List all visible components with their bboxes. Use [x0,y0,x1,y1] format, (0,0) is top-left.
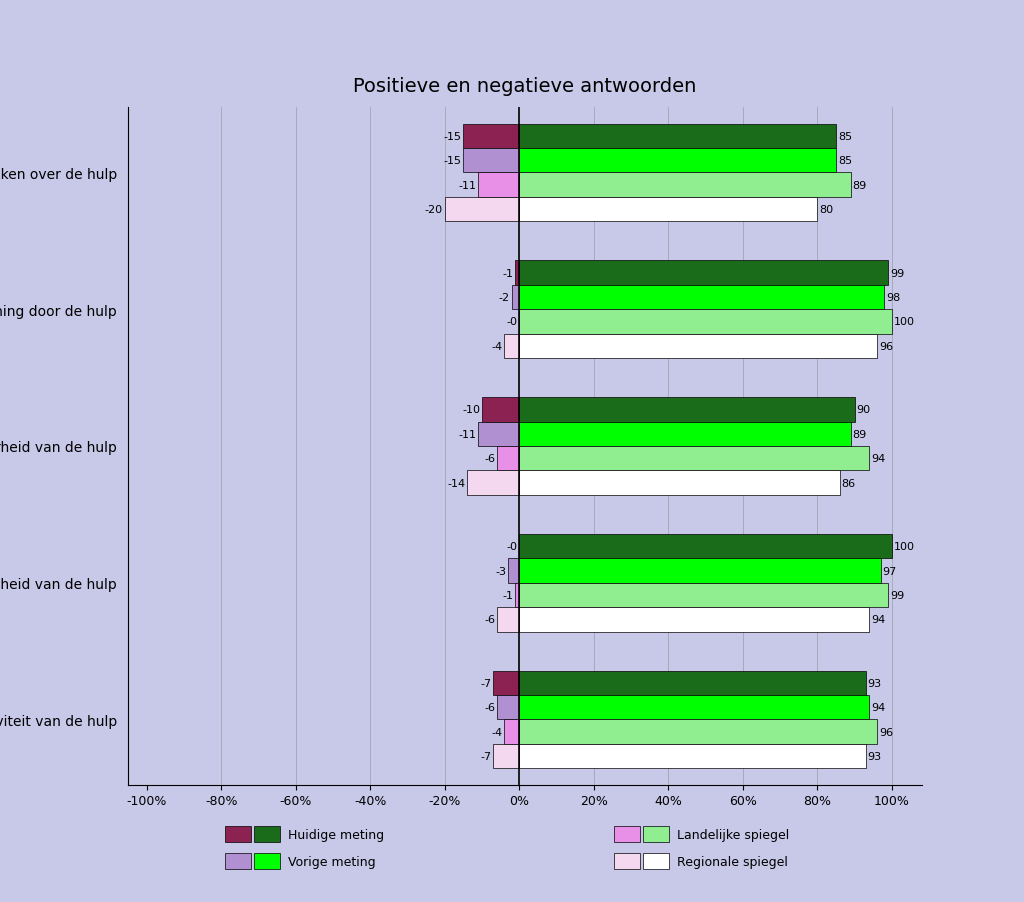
Bar [519,398,855,422]
Text: 80: 80 [819,205,834,215]
Bar [515,261,519,286]
Bar [497,446,519,471]
Bar [504,720,519,744]
Bar [504,335,519,359]
Text: 85: 85 [838,132,852,142]
Text: 99: 99 [890,590,904,601]
Text: 98: 98 [886,292,900,303]
Text: 97: 97 [883,566,897,575]
Bar [494,744,519,769]
Text: Vorige meting: Vorige meting [288,855,376,868]
Bar [519,335,877,359]
Text: -3: -3 [496,566,506,575]
Title: Positieve en negatieve antwoorden: Positieve en negatieve antwoorden [353,77,696,96]
Text: -15: -15 [443,132,462,142]
Text: 100: 100 [894,541,914,551]
Bar [463,149,519,173]
Text: 93: 93 [867,678,882,688]
Text: 99: 99 [890,268,904,279]
Bar [519,173,851,198]
Bar [519,149,836,173]
Bar [519,671,865,695]
Text: -14: -14 [447,478,465,488]
Bar [519,422,851,446]
Bar [467,471,519,495]
Text: -1: -1 [503,590,514,601]
Text: -15: -15 [443,156,462,166]
Bar [494,671,519,695]
Text: -10: -10 [462,405,480,415]
Text: 85: 85 [838,156,852,166]
Text: -6: -6 [484,614,495,625]
Bar [497,695,519,720]
Text: Huidige meting: Huidige meting [288,828,384,841]
Text: -1: -1 [503,268,514,279]
Text: Regionale spiegel: Regionale spiegel [677,855,787,868]
Bar [515,583,519,607]
Bar [519,534,892,558]
Text: 96: 96 [879,727,893,737]
Bar [519,124,836,149]
Bar [519,310,892,335]
Bar [519,446,869,471]
Text: -4: -4 [492,342,503,352]
Text: 96: 96 [879,342,893,352]
Text: 94: 94 [871,703,886,713]
Text: -7: -7 [480,678,492,688]
Text: -2: -2 [499,292,510,303]
Bar [519,720,877,744]
Text: 94: 94 [871,614,886,625]
Text: -7: -7 [480,751,492,761]
Bar [482,398,519,422]
Text: -20: -20 [425,205,442,215]
Text: -0: -0 [506,541,517,551]
Bar [512,286,519,310]
Text: 90: 90 [856,405,870,415]
Bar [519,261,888,286]
Bar [463,124,519,149]
Text: 94: 94 [871,454,886,464]
Text: -6: -6 [484,703,495,713]
Bar [497,607,519,632]
Bar [519,558,881,583]
Text: -0: -0 [506,318,517,327]
Bar [519,583,888,607]
Bar [519,471,840,495]
Text: 89: 89 [853,180,867,190]
Text: -11: -11 [459,429,476,439]
Bar [519,198,817,222]
Bar [519,607,869,632]
Text: 86: 86 [842,478,856,488]
Bar [444,198,519,222]
Bar [478,173,519,198]
Bar [508,558,519,583]
Bar [519,286,885,310]
Text: -6: -6 [484,454,495,464]
Bar [519,695,869,720]
Bar [478,422,519,446]
Text: 93: 93 [867,751,882,761]
Text: -11: -11 [459,180,476,190]
Bar [519,744,865,769]
Text: Landelijke spiegel: Landelijke spiegel [677,828,790,841]
Text: -4: -4 [492,727,503,737]
Text: 100: 100 [894,318,914,327]
Text: 89: 89 [853,429,867,439]
